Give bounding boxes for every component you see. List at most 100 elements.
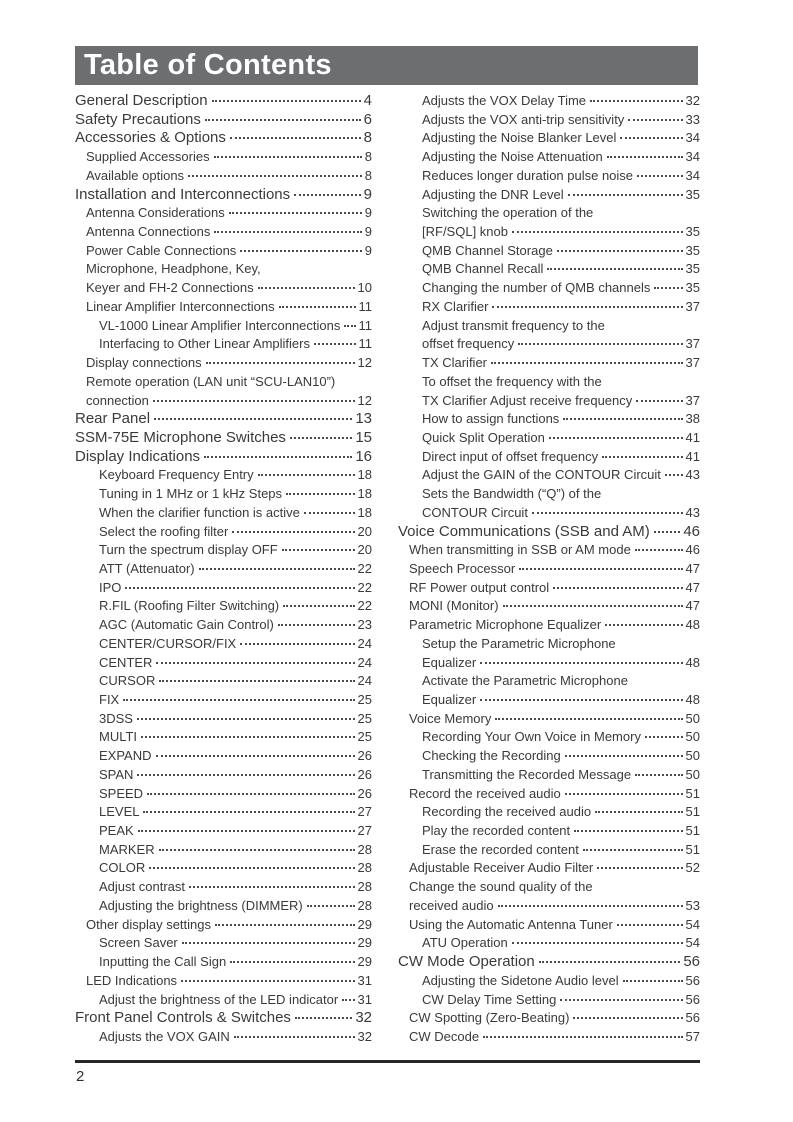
toc-page-number: 25: [357, 710, 372, 726]
toc-entry-label: Adjusting the DNR Level: [422, 186, 564, 202]
toc-entry-line: Speech Processor 47: [398, 560, 700, 579]
toc-page-number: 57: [685, 1028, 700, 1044]
toc-entry-line: Recording the received audio 51: [398, 803, 700, 822]
toc-page-number: 54: [685, 935, 700, 951]
toc-dot-leader: [156, 661, 355, 664]
toc-entry-line: Rear Panel 13: [75, 410, 372, 429]
toc-entry-label: Interfacing to Other Linear Amplifiers: [99, 336, 310, 352]
toc-entry-label: Adjusting the Sidetone Audio level: [422, 972, 619, 988]
toc-entry-label: Recording the received audio: [422, 804, 592, 820]
toc-entry-label: Keyer and FH-2 Connections: [86, 280, 254, 296]
toc-entry-line: CURSOR 24: [75, 672, 372, 691]
toc-page-number: 11: [358, 298, 373, 314]
toc-page-number: 9: [363, 185, 372, 203]
toc-page-number: 22: [357, 579, 372, 595]
toc-entry-label: Switching the operation of the: [422, 205, 594, 221]
toc-entry-line: Antenna Considerations 9: [75, 204, 372, 223]
toc-entry-label: SSM-75E Microphone Switches: [75, 428, 286, 446]
toc-page-number: 37: [685, 392, 700, 408]
toc-entry-label: CURSOR: [99, 673, 156, 689]
toc-entry-line: MARKER 28: [75, 841, 372, 860]
toc-entry-label: Adjustable Receiver Audio Filter: [409, 860, 594, 876]
toc-entry-label: Turn the spectrum display OFF: [99, 542, 278, 558]
toc-entry-line: MONI (Monitor) 47: [398, 597, 700, 616]
toc-dot-leader: [637, 174, 683, 177]
toc-entry-label: Transmitting the Recorded Message: [422, 766, 632, 782]
toc-dot-leader: [141, 736, 355, 739]
toc-entry-line: Adjustable Receiver Audio Filter 52: [398, 859, 700, 878]
toc-page-number: 35: [685, 242, 700, 258]
toc-entry-label: offset frequency: [422, 336, 515, 352]
toc-entry-line: Activate the Parametric Microphone: [398, 672, 700, 691]
toc-entry-label: Front Panel Controls & Switches: [75, 1009, 291, 1027]
toc-dot-leader: [204, 455, 353, 458]
toc-entry-line: ATT (Attenuator) 22: [75, 560, 372, 579]
toc-page-number: 32: [357, 1028, 372, 1044]
toc-entry-label: Keyboard Frequency Entry: [99, 467, 254, 483]
toc-entry-label: CW Decode: [409, 1028, 480, 1044]
toc-entry-line: Direct input of offset frequency 41: [398, 448, 700, 467]
toc-dot-leader: [159, 680, 355, 683]
toc-entry-line: TX Clarifier 37: [398, 354, 700, 373]
toc-entry-label: Tuning in 1 MHz or 1 kHz Steps: [99, 486, 283, 502]
toc-dot-leader: [181, 979, 355, 982]
toc-entry-line: Change the sound quality of the: [398, 878, 700, 897]
toc-entry-label: SPAN: [99, 766, 134, 782]
toc-entry-label: How to assign functions: [422, 411, 560, 427]
toc-entry-line: Record the received audio 51: [398, 785, 700, 804]
toc-dot-leader: [213, 156, 362, 159]
toc-entry-label: FIX: [99, 692, 120, 707]
toc-page-number: 6: [363, 110, 372, 128]
toc-entry-label: VL-1000 Linear Amplifier Interconnection…: [99, 317, 341, 333]
toc-entry-line: connection 12: [75, 392, 372, 411]
toc-page-number: 37: [685, 298, 700, 314]
toc-entry-line: Other display settings 29: [75, 916, 372, 935]
toc-entry-line: Front Panel Controls & Switches 32: [75, 1009, 372, 1028]
toc-dot-leader: [306, 904, 355, 907]
toc-dot-leader: [204, 118, 361, 121]
toc-entry-label: ATT (Attenuator): [99, 560, 195, 576]
toc-entry-label: PEAK: [99, 823, 134, 839]
toc-dot-leader: [547, 268, 683, 271]
toc-entry-line: Quick Split Operation 41: [398, 429, 700, 448]
toc-column-left: General Description 4 Safety Precautions 6 A…: [75, 92, 372, 1047]
toc-entry-label: Activate the Parametric Microphone: [422, 673, 628, 689]
toc-page-number: 50: [685, 710, 700, 726]
toc-page-number: 50: [685, 729, 700, 745]
toc-dot-leader: [548, 436, 683, 439]
toc-dot-leader: [491, 362, 683, 365]
toc-entry-line: Changing the number of QMB channels 35: [398, 279, 700, 298]
toc-page-number: 23: [357, 617, 372, 633]
toc-page-number: 51: [685, 823, 700, 839]
toc-entry-label: AGC (Automatic Gain Control): [99, 617, 274, 633]
toc-dot-leader: [574, 830, 683, 833]
toc-entry-label: Adjust the brightness of the LED indicat…: [99, 991, 339, 1007]
toc-entry-label: Display Indications: [75, 447, 201, 465]
toc-entry-line: Equalizer 48: [398, 691, 700, 710]
toc-page-number: 47: [685, 598, 700, 614]
toc-entry-line: Play the recorded content 51: [398, 822, 700, 841]
toc-dot-leader: [136, 717, 355, 720]
toc-entry-label: Supplied Accessories: [86, 149, 210, 165]
toc-page-number: 50: [685, 766, 700, 782]
toc-dot-leader: [257, 287, 355, 290]
toc-page-number: 46: [683, 522, 700, 540]
toc-entry-line: When transmitting in SSB or AM mode 46: [398, 541, 700, 560]
toc-entry-line: Interfacing to Other Linear Amplifiers 11: [75, 335, 372, 354]
toc-entry-line: Linear Amplifier Interconnections 11: [75, 298, 372, 317]
toc-entry-label: EXPAND: [99, 748, 152, 764]
toc-page-number: 25: [357, 729, 372, 745]
toc-dot-leader: [215, 923, 355, 926]
toc-dot-leader: [567, 193, 683, 196]
toc-page-number: 27: [357, 823, 372, 839]
toc-entry-line: Switching the operation of the: [398, 204, 700, 223]
toc-dot-leader: [616, 923, 683, 926]
toc-entry-label: Rear Panel: [75, 410, 151, 428]
toc-entry-label: MULTI: [99, 729, 138, 745]
toc-page-number: 32: [355, 1009, 372, 1027]
toc-dot-leader: [214, 231, 362, 234]
toc-dot-leader: [597, 867, 683, 870]
toc-entry-label: Adjusts the VOX anti-trip sensitivity: [422, 111, 625, 127]
toc-entry-label: Equalizer: [422, 654, 477, 670]
toc-entry-line: Adjusts the VOX GAIN 32: [75, 1028, 372, 1047]
